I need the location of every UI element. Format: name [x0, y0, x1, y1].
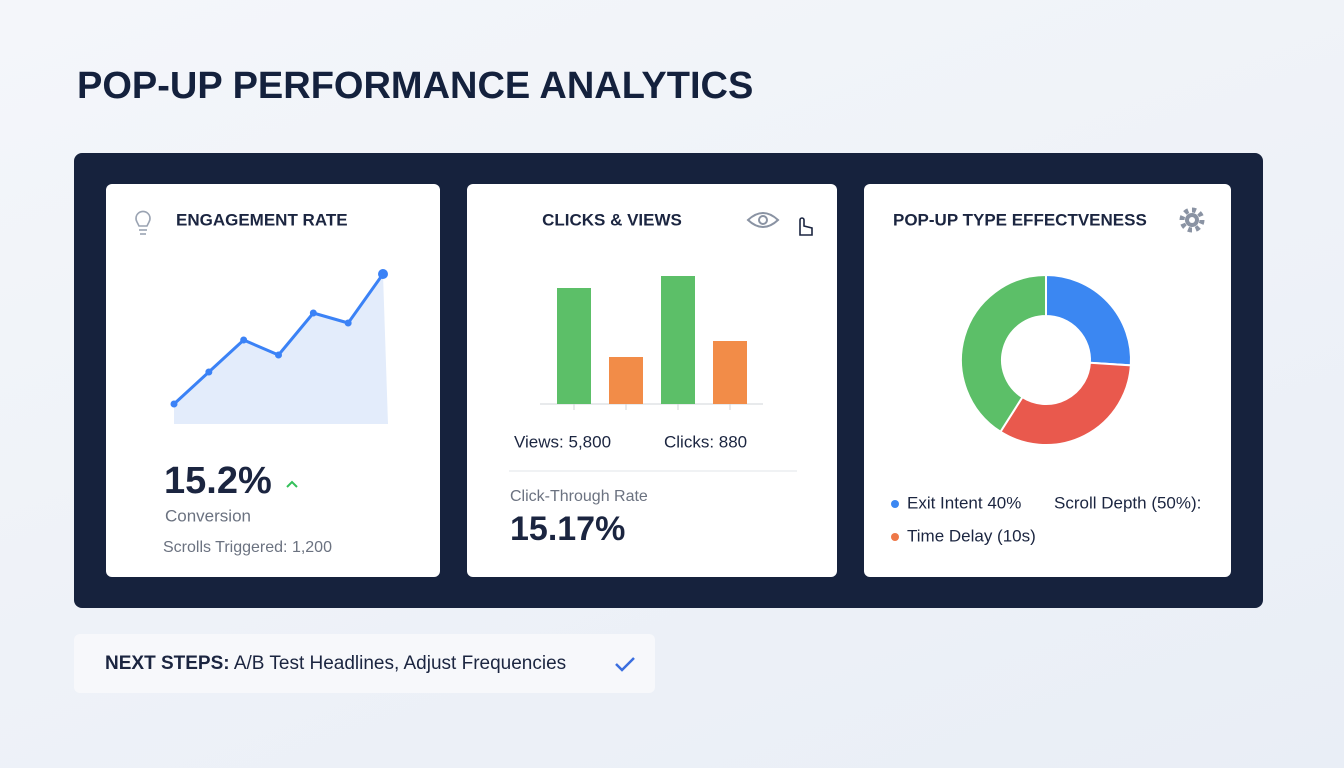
legend-label: Exit Intent 40%: [907, 493, 1021, 512]
clicks: Clicks: 880: [664, 432, 747, 451]
area: [174, 274, 388, 424]
card-title: POP-UP TYPE EFFECTVENESS: [893, 210, 1147, 229]
rate: 15.17%: [510, 510, 625, 548]
card: [467, 184, 837, 577]
next-steps-box: [74, 634, 655, 693]
card-title: CLICKS & VIEWS: [542, 210, 682, 229]
next-steps-label: NEXT STEPS:: [105, 653, 230, 674]
slice: [999, 361, 1132, 446]
legend: Exit Intent 40% Scroll Depth (50%): Time D…: [891, 493, 1201, 545]
metric-label: Conversion: [165, 506, 251, 525]
note: Scrolls Triggered: 1,200: [163, 539, 332, 556]
page-title: POP-UP PERFORMANCE ANALYTICS: [77, 65, 753, 107]
metric: 15.2%: [164, 460, 272, 502]
bar: [661, 276, 695, 404]
card-title: ENGAGEMENT RATE: [176, 210, 348, 229]
next-steps-text: A/B Test Headlines, Adjust Frequencies: [234, 653, 566, 674]
point: [170, 400, 178, 408]
point: [344, 319, 352, 327]
point: [378, 269, 388, 279]
gear-icon: [1179, 207, 1205, 233]
legend-dot: [891, 533, 899, 541]
point: [205, 368, 213, 376]
bulb-icon: [135, 210, 151, 235]
eye-icon: [746, 212, 780, 228]
pointer-icon: [799, 217, 813, 236]
check-icon: [615, 657, 635, 672]
legend-label: Time Delay (10s): [907, 526, 1036, 545]
rate-label: Click-Through Rate: [510, 488, 648, 505]
point: [275, 351, 282, 359]
legend-label: Scroll Depth (50%):: [1054, 493, 1201, 512]
point: [240, 336, 248, 344]
legend-dot: [891, 500, 899, 508]
point: [309, 309, 317, 317]
bar: [557, 288, 591, 404]
bar: [713, 341, 747, 404]
up-arrow: [286, 480, 298, 488]
next-steps: NEXT STEPS: A/B Test Headlines, Adjust F…: [105, 653, 566, 674]
card: [864, 184, 1231, 577]
slice: [1045, 273, 1132, 367]
bar: [609, 357, 643, 404]
views: Views: 5,800: [514, 432, 611, 451]
slice: [960, 273, 1047, 434]
